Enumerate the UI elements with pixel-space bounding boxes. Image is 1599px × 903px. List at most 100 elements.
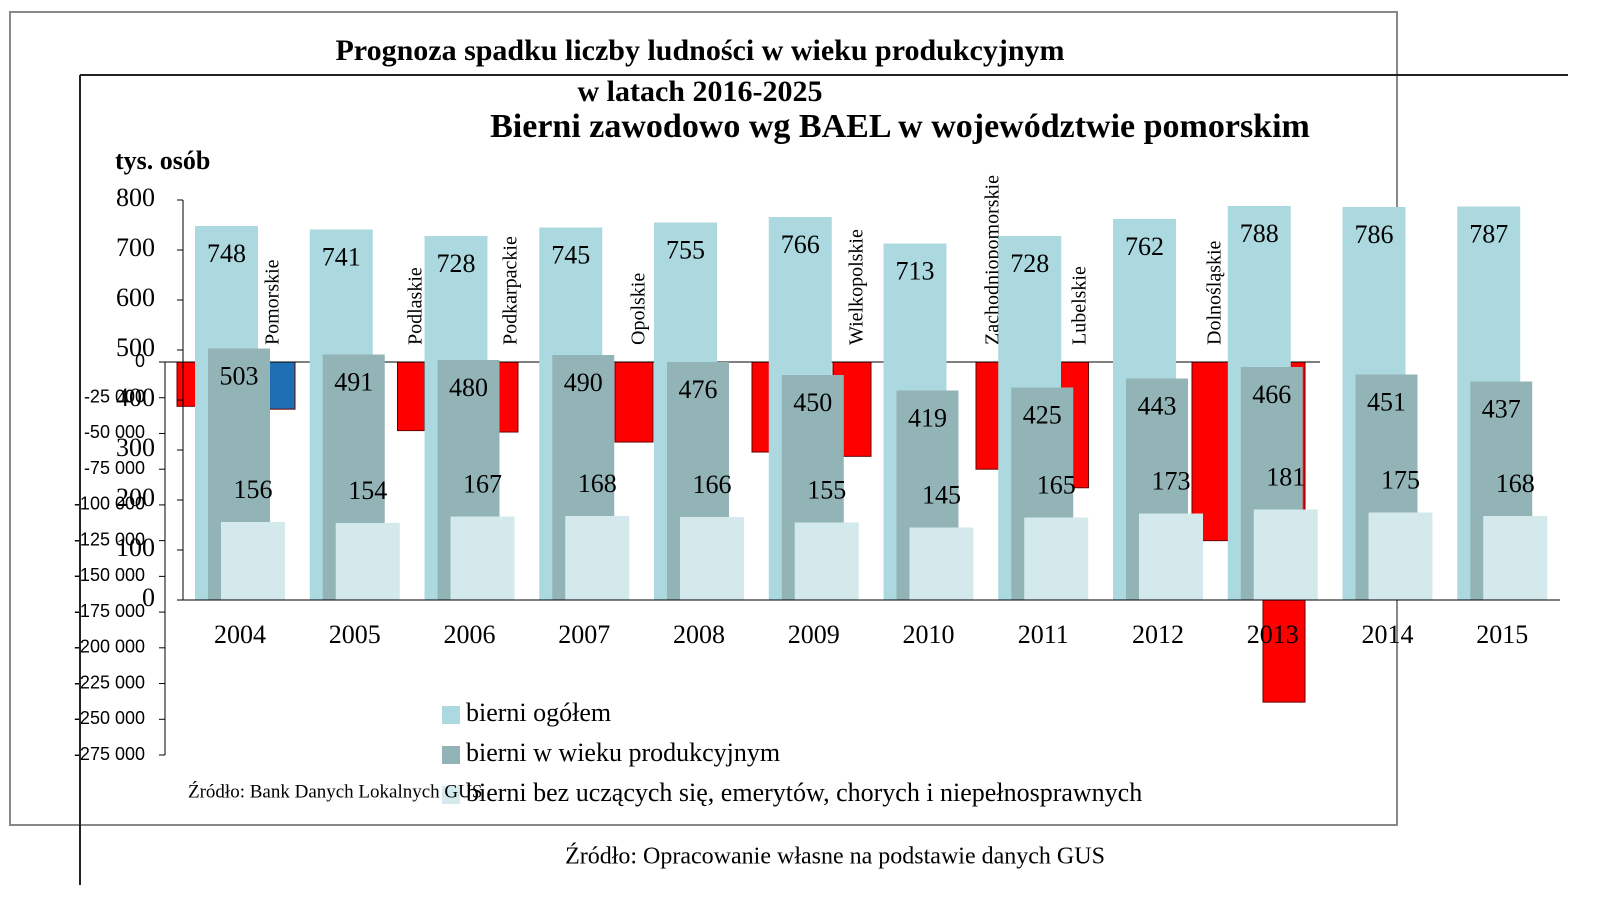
value-label: 787 [1469,219,1508,248]
value-label: 175 [1381,465,1420,494]
category-label: Dolnośląskie [1204,240,1226,345]
x-tick-label: 2012 [1132,620,1184,649]
x-tick-label: 2014 [1362,620,1414,649]
value-label: 788 [1240,219,1279,248]
bar [1483,516,1548,600]
bar [1139,513,1203,600]
legend-label: bierni ogółem [466,698,611,727]
value-label: 503 [220,361,259,390]
value-label: 466 [1252,380,1291,409]
bar [221,522,285,600]
value-label: 491 [334,367,373,396]
bar [1368,512,1433,600]
y-tick-label: 600 [116,283,155,312]
value-label: 762 [1125,232,1164,261]
category-label: Wielkopolskie [846,229,868,345]
value-label: 168 [1496,469,1535,498]
y-axis-label: tys. osób [115,146,210,175]
y-tick-label: -175 000 [74,601,145,621]
value-label: 145 [922,480,961,509]
legend-swatch [442,706,460,724]
category-label: Zachodniopomorskie [982,175,1004,345]
value-label: 181 [1266,462,1305,491]
value-label: 728 [1010,249,1049,278]
bar [1024,517,1089,600]
y-tick-label: -25 000 [84,386,145,406]
category-label: Pomorskie [262,259,284,345]
y-tick-label: -75 000 [84,458,145,478]
value-label: 745 [551,240,590,269]
category-label: Podkarpackie [500,236,522,345]
x-tick-label: 2009 [788,620,840,649]
value-label: 166 [693,470,732,499]
x-tick-label: 2015 [1476,620,1528,649]
back-source: Źródło: Bank Danych Lokalnych GUS [188,780,482,802]
x-tick-label: 2011 [1018,620,1069,649]
x-tick-label: 2008 [673,620,725,649]
y-tick-label: -125 000 [74,529,145,549]
value-label: 748 [207,239,246,268]
back-subtitle: w latach 2016-2025 [578,75,823,108]
value-label: 419 [908,403,947,432]
value-label: 155 [807,475,846,504]
bar [268,361,296,410]
bar [397,361,425,432]
y-tick-label: 500 [116,333,155,362]
x-tick-label: 2005 [329,620,381,649]
value-label: 154 [348,476,387,505]
bar [450,516,515,600]
x-tick-label: 2013 [1247,620,1299,649]
category-label: Podlaskie [405,267,427,345]
value-label: 476 [679,375,718,404]
value-label: 451 [1367,387,1406,416]
value-label: 165 [1037,470,1076,499]
value-label: 786 [1355,220,1394,249]
bar [1253,509,1318,600]
front-source: Źródło: Opracowanie własne na podstawie … [565,844,1105,870]
y-tick-label: 700 [116,233,155,262]
value-label: 490 [564,368,603,397]
y-tick-label: -50 000 [84,422,145,442]
y-tick-label: 400 [116,383,155,412]
value-label: 480 [449,373,488,402]
value-label: 173 [1152,466,1191,495]
y-tick-label: -250 000 [74,708,145,728]
y-tick-label: -200 000 [74,637,145,657]
category-label: Lubelskie [1069,266,1091,345]
x-tick-label: 2004 [214,620,266,649]
front-chart: 0 100 200 300 400 500 600 700 800 748 741 728 745 755… [116,183,1560,807]
y-tick-label: 0 [142,583,155,612]
value-label: 766 [781,230,820,259]
bar [335,523,400,600]
back-title: Prognoza spadku liczby ludności w wieku … [335,34,1064,67]
value-label: 437 [1482,394,1521,423]
value-label: 741 [322,242,361,271]
y-tick-label: 800 [116,183,155,212]
bar [680,517,744,600]
legend-label: bierni w wieku produkcyjnym [466,738,780,767]
value-label: 425 [1023,400,1062,429]
bar [1191,361,1229,542]
bar [975,361,1001,470]
bar [909,527,974,600]
value-label: 167 [463,469,502,498]
value-label: 713 [896,256,935,285]
legend-label: bierni bez uczących się, emerytów, chory… [466,778,1142,807]
value-label: 450 [793,388,832,417]
value-label: 156 [234,475,273,504]
front-title: Bierni zawodowo wg BAEL w województwie p… [490,108,1310,145]
y-tick-label: 0 [135,351,145,371]
y-tick-label: -275 000 [74,744,145,764]
y-tick-label: -150 000 [74,565,145,585]
y-tick-label: 200 [116,483,155,512]
y-tick-label: 100 [116,533,155,562]
bar [794,522,859,600]
bar [565,516,630,600]
y-tick-label: -225 000 [74,672,145,692]
x-tick-label: 2010 [903,620,955,649]
x-tick-label: 2007 [558,620,610,649]
value-label: 755 [666,235,705,264]
x-tick-label: 2006 [444,620,496,649]
y-tick-label: 300 [116,433,155,462]
